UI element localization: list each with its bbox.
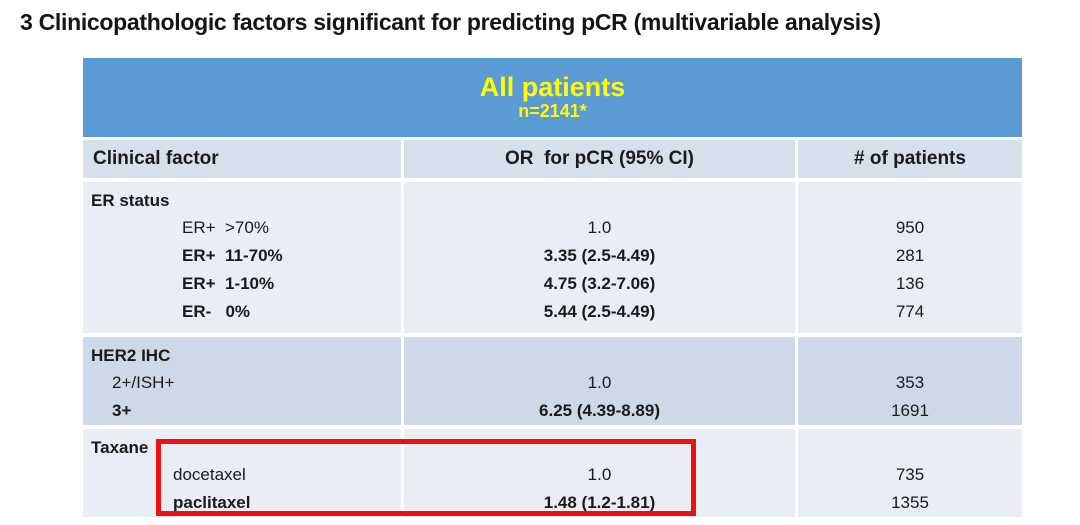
factor-label: docetaxel [173, 465, 246, 484]
column-header-row: Clinical factor OR for pCR (95% CI) # of… [83, 140, 1022, 178]
patient-count: 735 [895, 465, 925, 484]
patient-count: 136 [895, 274, 925, 293]
or-value: 1.0 [587, 465, 612, 484]
factor-column: Taxane docetaxel paclitaxel [83, 429, 401, 517]
or-value: 5.44 (2.5-4.49) [543, 302, 656, 321]
factor-label: ER+ 1-10% [182, 274, 275, 293]
spacer [798, 187, 1022, 214]
or-value: 1.0 [587, 218, 612, 237]
patient-count: 1691 [891, 401, 929, 420]
factor-label: paclitaxel [173, 493, 251, 512]
or-value: 3.35 (2.5-4.49) [543, 246, 656, 265]
group-label: ER status [91, 190, 170, 210]
or-value: 6.25 (4.39-8.89) [539, 401, 660, 420]
group-label: Taxane [91, 437, 149, 457]
group-label: HER2 IHC [91, 345, 171, 365]
patients-column: 353 1691 [798, 337, 1022, 425]
factor-label: ER- 0% [182, 302, 251, 321]
or-column: 1.0 3.35 (2.5-4.49) 4.75 (3.2-7.06) 5.44… [404, 182, 795, 333]
or-column: 1.0 6.25 (4.39-8.89) [404, 337, 795, 425]
spacer [404, 434, 795, 461]
or-value: 4.75 (3.2-7.06) [543, 274, 656, 293]
factor-label: ER+ >70% [182, 218, 269, 237]
spacer [404, 187, 795, 214]
patient-count: 774 [895, 302, 925, 321]
spacer [798, 434, 1022, 461]
col-header-or: OR for pCR (95% CI) [404, 140, 795, 178]
page-title: 3 Clinicopathologic factors significant … [20, 9, 881, 35]
patients-column: 950 281 136 774 [798, 182, 1022, 333]
patient-count: 1355 [891, 493, 929, 512]
spacer [798, 342, 1022, 369]
factor-label: 3+ [112, 401, 132, 420]
factor-column: HER2 IHC 2+/ISH+ 3+ [83, 337, 401, 425]
col-header-clinical-factor: Clinical factor [83, 140, 401, 178]
col-header-patients: # of patients [798, 140, 1022, 178]
section-er-status: ER status ER+ >70% ER+ 11-70% ER+ 1-10% … [83, 182, 1022, 333]
or-column: 1.0 1.48 (1.2-1.81) [404, 429, 795, 517]
section-taxane: Taxane docetaxel paclitaxel 1.0 1.48 (1.… [83, 429, 1022, 517]
factor-label: ER+ 11-70% [182, 246, 283, 265]
patient-count: 950 [895, 218, 925, 237]
patient-count: 353 [895, 373, 925, 392]
patient-count: 281 [895, 246, 925, 265]
results-table: All patients n=2141* Clinical factor OR … [83, 58, 1022, 517]
or-value: 1.48 (1.2-1.81) [543, 493, 656, 512]
factor-label: 2+/ISH+ [112, 373, 175, 392]
factor-column: ER status ER+ >70% ER+ 11-70% ER+ 1-10% … [83, 182, 401, 333]
or-value: 1.0 [587, 373, 612, 392]
table-banner: All patients n=2141* [83, 58, 1022, 137]
patients-column: 735 1355 [798, 429, 1022, 517]
banner-title: All patients [479, 72, 626, 103]
banner-subtitle: n=2141* [518, 101, 587, 122]
section-her2-ihc: HER2 IHC 2+/ISH+ 3+ 1.0 6.25 (4.39-8.89)… [83, 337, 1022, 425]
spacer [404, 342, 795, 369]
